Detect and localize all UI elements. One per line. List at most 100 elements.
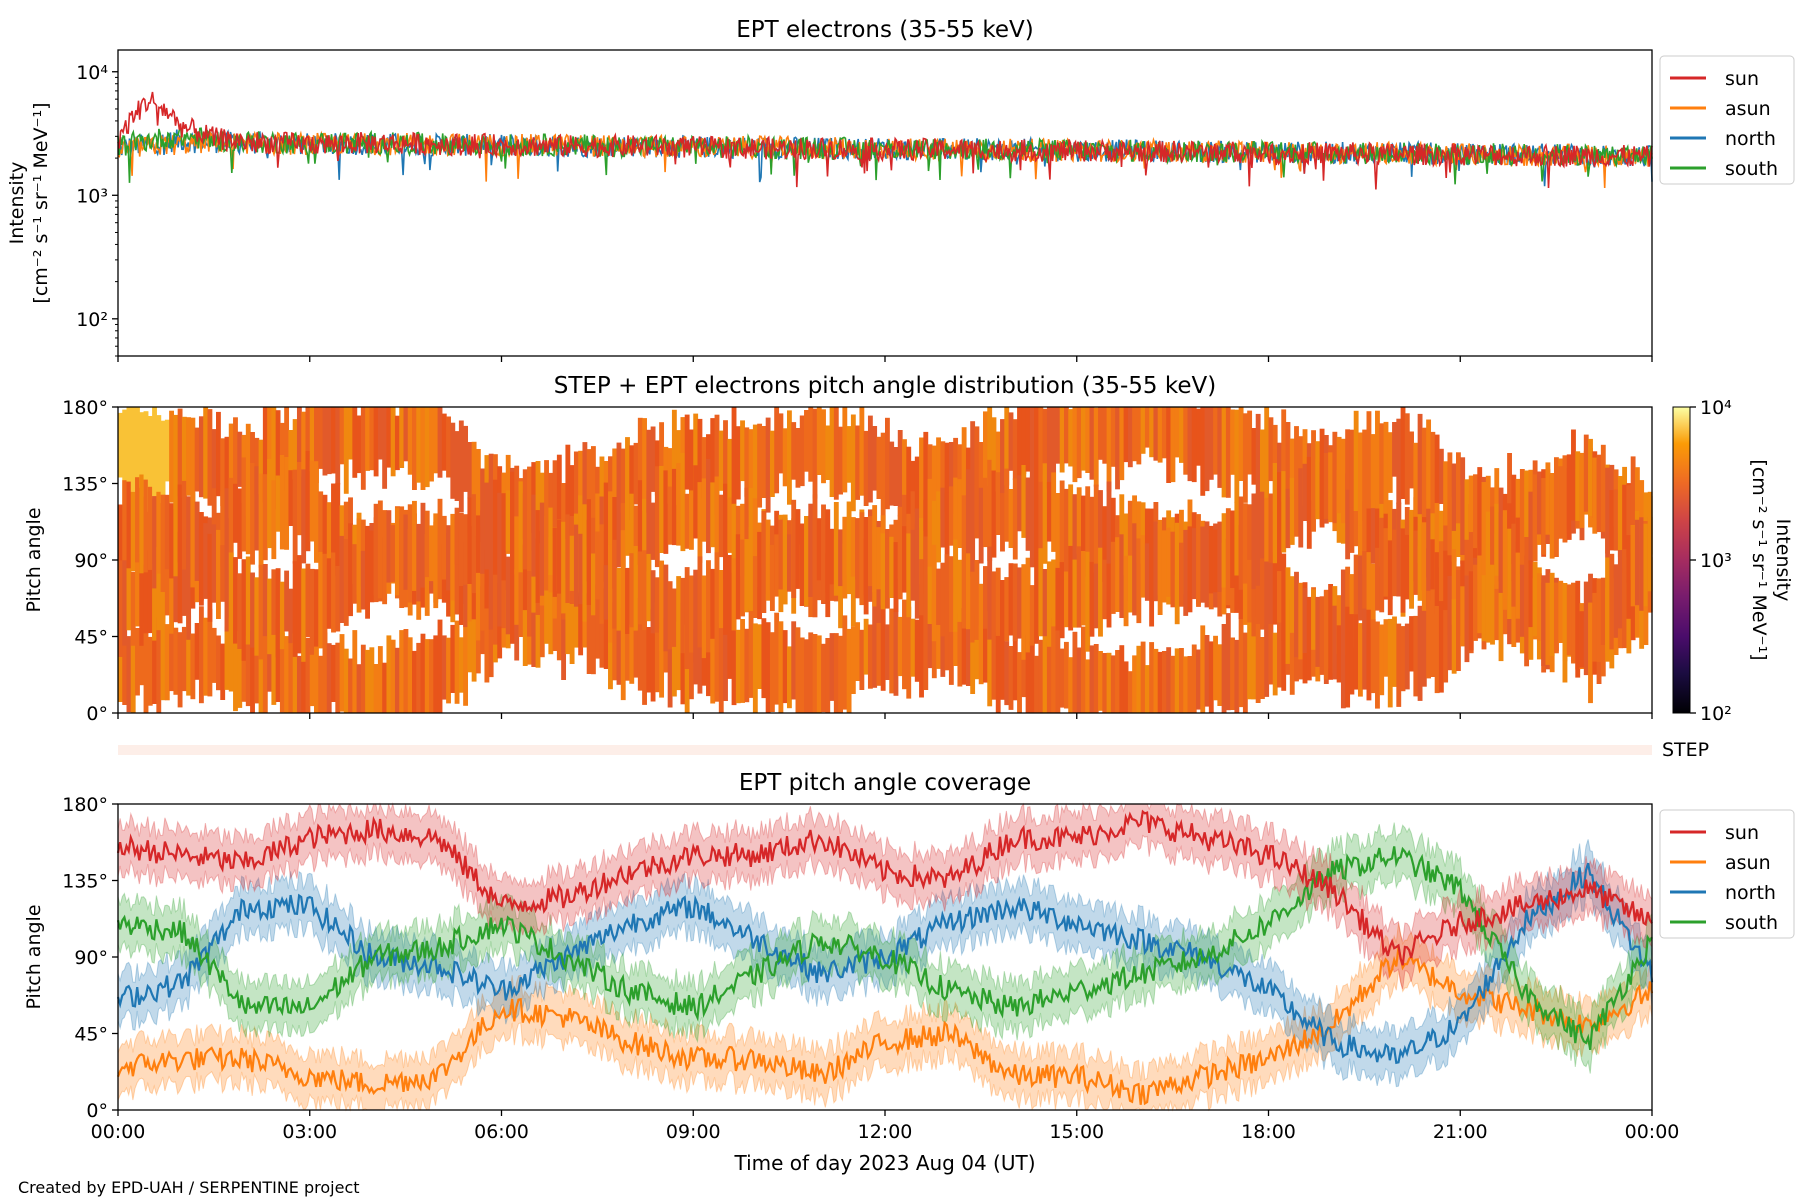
heatmap-cell-asun	[1123, 661, 1129, 713]
heatmap-cell-asun	[118, 646, 123, 702]
heatmap-cell-north	[1328, 584, 1334, 680]
heatmap-cell-south	[616, 568, 622, 631]
pad-y-label: Pitch angle	[23, 507, 45, 612]
heatmap-cell-asun	[1498, 571, 1504, 662]
heatmap-cell-south	[1311, 430, 1316, 532]
heatmap-cell-south	[1345, 429, 1351, 490]
heatmap-cell-asun	[360, 644, 366, 713]
heatmap-cell-south	[190, 492, 196, 588]
heatmap-cell-south	[1017, 567, 1022, 639]
heatmap-cell-south	[518, 481, 524, 573]
heatmap-cell-asun	[757, 624, 763, 689]
heatmap-cell-south	[1068, 545, 1074, 631]
heatmap-cell-sun	[1161, 407, 1167, 459]
heatmap-cell-sun	[352, 407, 358, 478]
heatmap-cell-asun	[416, 642, 422, 713]
heatmap-cell-asun	[825, 638, 831, 713]
heatmap-cell-north	[267, 459, 272, 549]
heatmap-cell-north	[480, 542, 486, 631]
heatmap-cell-sun	[620, 448, 626, 513]
heatmap-cell-south	[267, 578, 272, 655]
heatmap-cell-sun	[318, 407, 324, 469]
legend-label-south: south	[1725, 158, 1778, 180]
heatmap-cell-sun	[514, 465, 520, 550]
y-tick-label: 180°	[62, 794, 108, 816]
heatmap-cell-south	[1336, 436, 1342, 514]
heatmap-cell-asun	[394, 647, 400, 713]
heatmap-cell-south	[599, 524, 605, 624]
heatmap-cell-asun	[152, 626, 157, 704]
heatmap-cell-south	[633, 546, 639, 631]
heatmap-cell-asun	[586, 593, 592, 674]
heatmap-cell-asun	[1404, 534, 1410, 600]
heatmap-cell-sun	[1366, 508, 1372, 572]
heatmap-cell-south	[1617, 550, 1623, 629]
heatmap-cell-south	[254, 577, 260, 656]
heatmap-cell-sun	[693, 413, 699, 499]
heatmap-cell-south	[1115, 537, 1120, 612]
heatmap-cell-north	[1285, 567, 1291, 664]
heatmap-cell-asun	[1191, 644, 1197, 713]
intensity-plot-frame	[117, 49, 1653, 357]
heatmap-cell-sun	[987, 407, 993, 487]
heatmap-cell-asun	[1140, 641, 1146, 713]
heatmap-cell-sun	[578, 450, 584, 520]
heatmap-cell-north	[301, 469, 307, 564]
heatmap-cell-sun	[1132, 407, 1137, 462]
heatmap-cell-asun	[250, 630, 255, 713]
heatmap-cell-sun	[552, 460, 558, 537]
heatmap-cell-asun	[352, 630, 358, 713]
heatmap-cell-asun	[735, 629, 741, 704]
heatmap-cell-asun	[1012, 634, 1018, 701]
heatmap-cell-north	[1323, 589, 1329, 680]
heatmap-cell-sun	[245, 423, 251, 516]
heatmap-cell-north	[1396, 623, 1402, 707]
heatmap-cell-north	[1417, 605, 1423, 701]
coverage-panel-title: EPT pitch angle coverage	[739, 770, 1031, 796]
pad-panel: STEP + EPT electrons pitch angle distrib…	[23, 373, 1794, 761]
heatmap-cell-south	[1149, 525, 1155, 627]
heatmap-cell-asun	[1004, 641, 1010, 706]
heatmap-cell-north	[646, 490, 652, 572]
heatmap-cell-south	[429, 525, 434, 582]
heatmap-cell-asun	[885, 624, 890, 680]
heatmap-cell-sun	[1025, 407, 1031, 472]
heatmap-cell-south	[1004, 577, 1010, 642]
heatmap-cell-south	[203, 523, 209, 599]
heatmap-cell-south	[850, 517, 856, 577]
heatmap-cell-sun	[701, 437, 707, 499]
heatmap-cell-south	[556, 519, 562, 594]
heatmap-cell-north	[1123, 513, 1129, 576]
heatmap-cell-north	[1553, 457, 1559, 557]
heatmap-cell-north	[1302, 588, 1308, 653]
heatmap-cell-north	[1545, 462, 1551, 535]
heatmap-cell-north	[181, 545, 187, 616]
heatmap-cell-asun	[279, 632, 285, 713]
heatmap-cell-sun	[573, 451, 579, 532]
heatmap-cell-asun	[821, 643, 826, 713]
heatmap-cell-south	[769, 544, 775, 611]
heatmap-cell-asun	[433, 635, 439, 713]
heatmap-cell-south	[603, 565, 609, 620]
heatmap-cell-asun	[599, 612, 605, 668]
heatmap-cell-sun	[1213, 407, 1218, 475]
heatmap-cell-sun	[1447, 496, 1453, 559]
heatmap-cell-north	[1438, 601, 1444, 693]
y-tick-label: 45°	[74, 1024, 108, 1046]
heatmap-cell-south	[1323, 453, 1329, 519]
heatmap-cell-asun	[774, 612, 780, 705]
heatmap-cell-asun	[1208, 641, 1214, 713]
heatmap-cell-south	[740, 539, 745, 617]
heatmap-cell-sun	[233, 417, 238, 493]
heatmap-cell-north	[650, 502, 656, 560]
heatmap-cell-south	[475, 515, 481, 573]
heatmap-cell-sun	[1507, 453, 1512, 552]
heatmap-cell-south	[1443, 461, 1449, 526]
heatmap-cell-south	[867, 516, 873, 587]
heatmap-cell-north	[318, 491, 324, 557]
heatmap-cell-asun	[1110, 655, 1116, 713]
heatmap-cell-asun	[778, 621, 784, 713]
heatmap-cell-sun	[407, 407, 413, 475]
heatmap-cell-south	[1379, 423, 1385, 504]
